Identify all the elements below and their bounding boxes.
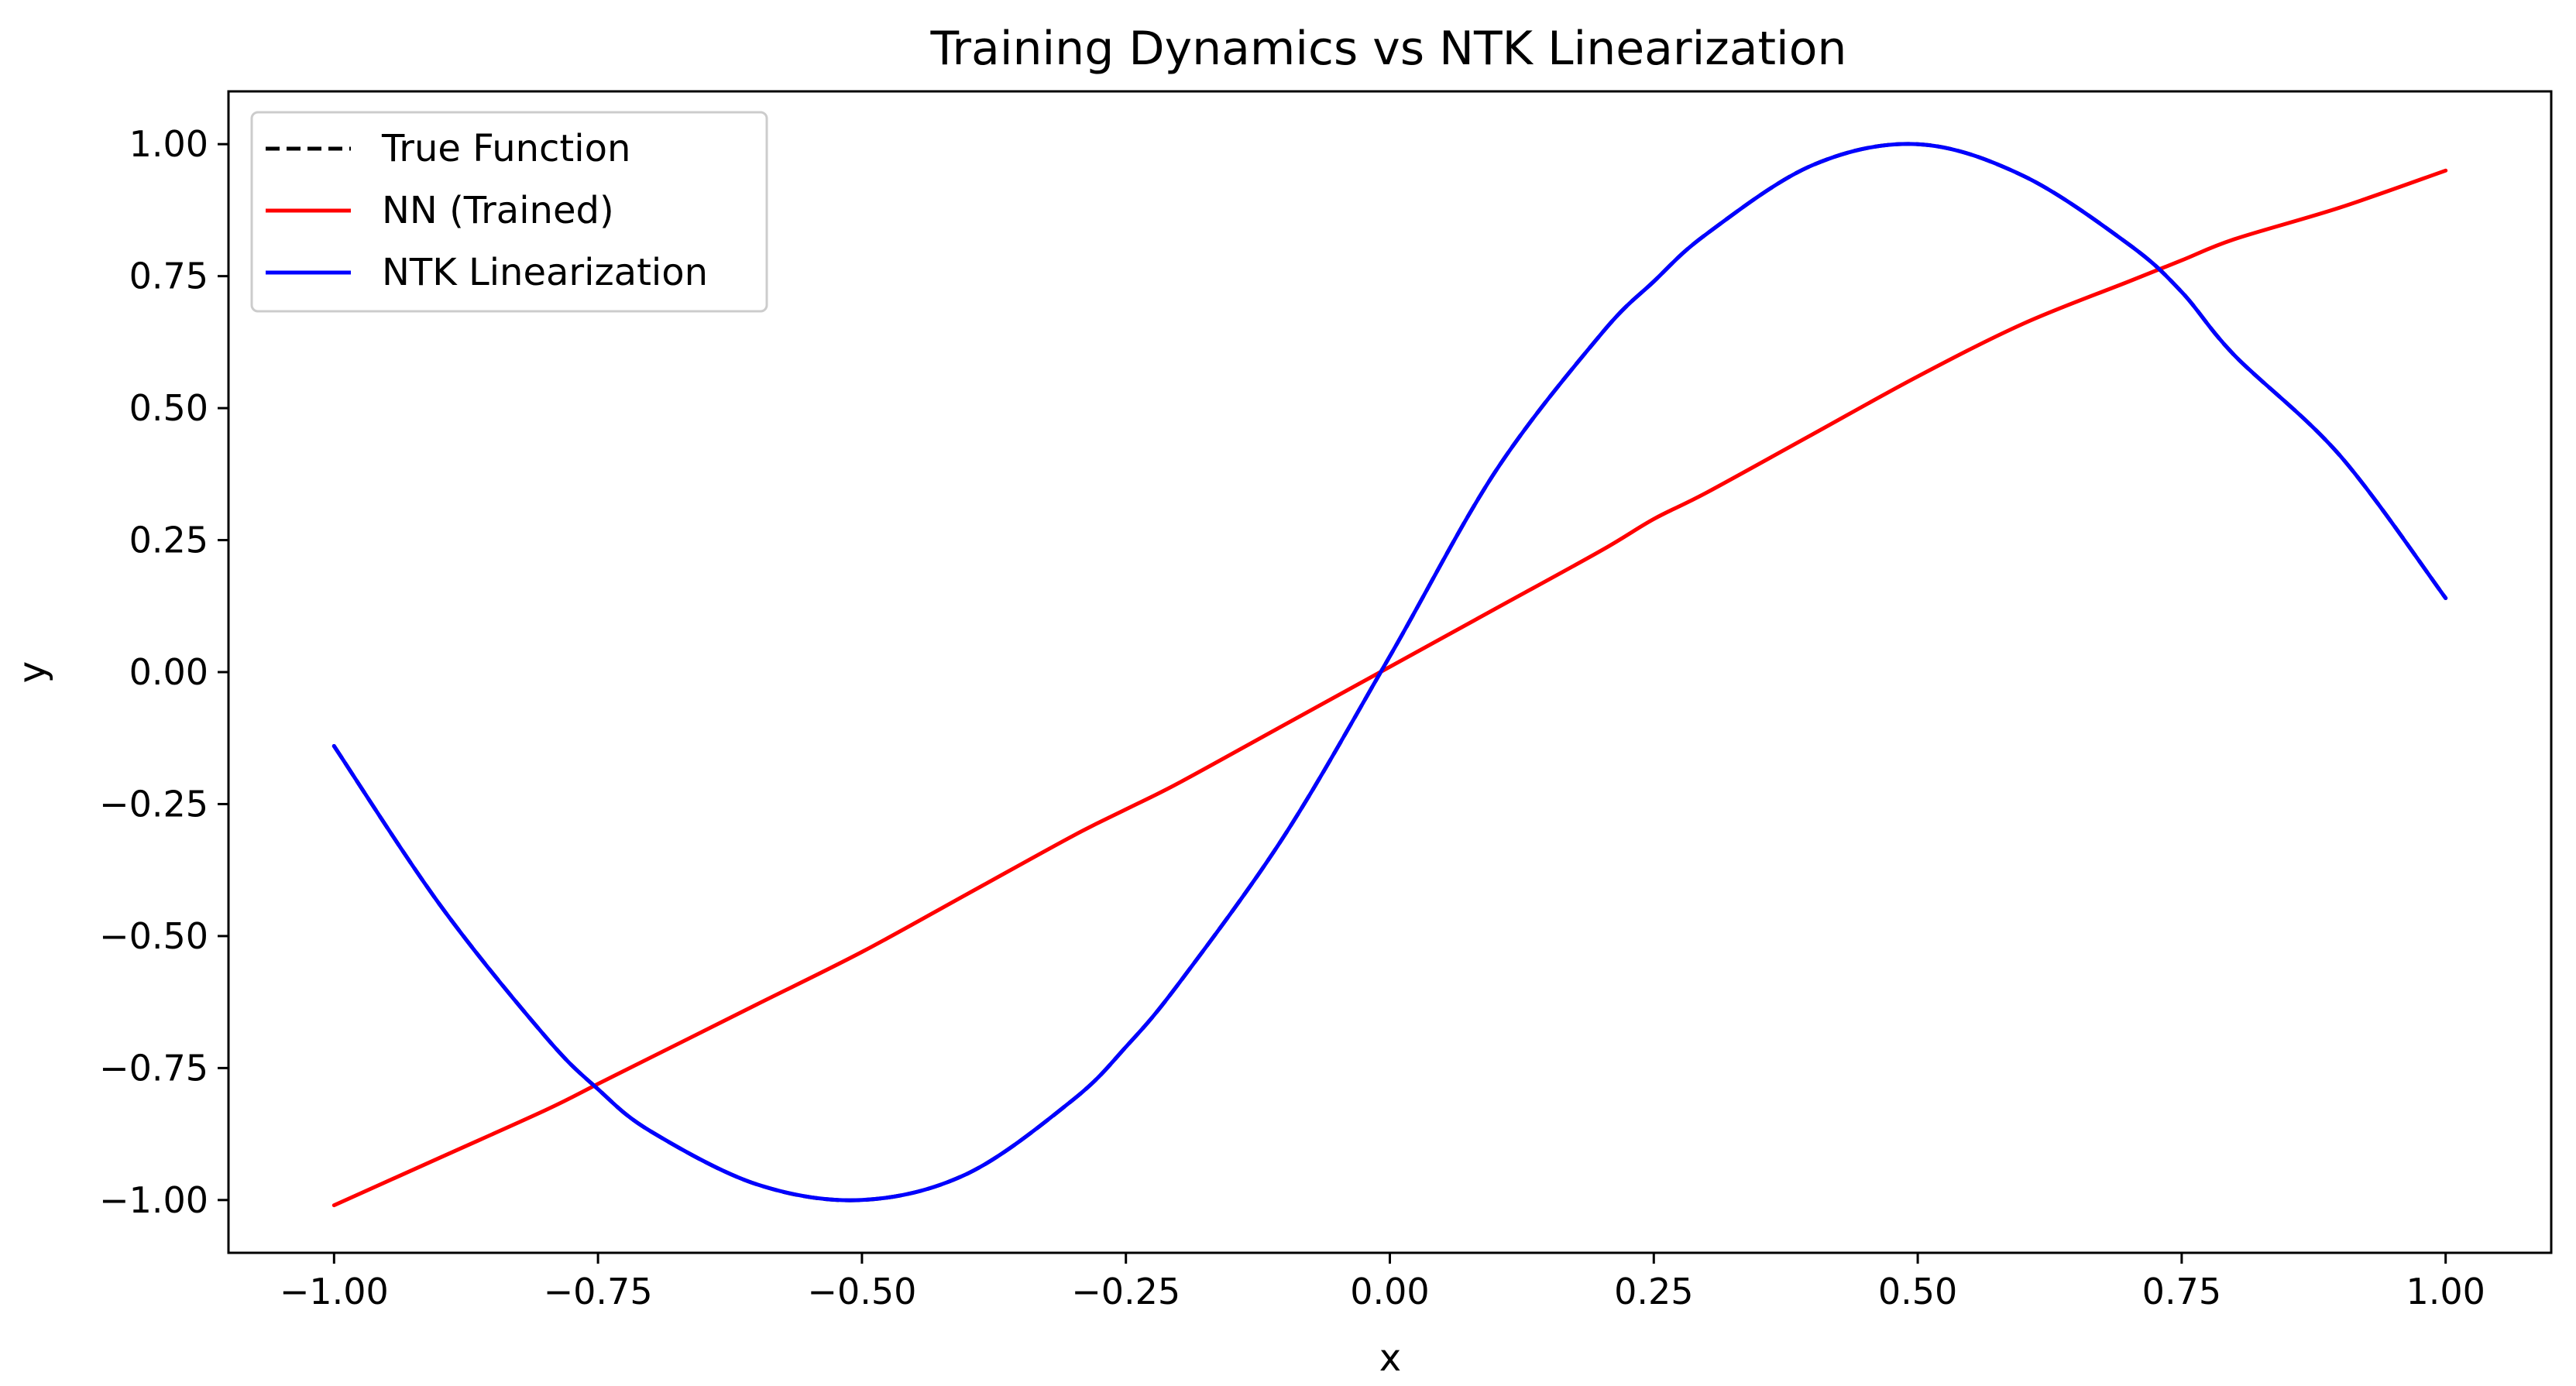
y-tick-label: −0.25 — [99, 783, 208, 825]
x-tick-label: 1.00 — [2406, 1271, 2485, 1312]
x-tick-label: −0.25 — [1071, 1271, 1180, 1312]
y-axis-label: y — [11, 661, 54, 683]
y-tick-label: −0.50 — [99, 915, 208, 957]
y-tick-label: −1.00 — [99, 1179, 208, 1221]
x-tick-label: −1.00 — [280, 1271, 389, 1312]
chart-title: Training Dynamics vs NTK Linearization — [930, 22, 1847, 76]
y-tick-label: −0.75 — [99, 1047, 208, 1089]
legend: True Function NN (Trained) NTK Lineariza… — [250, 111, 768, 313]
x-tick-label: 0.25 — [1614, 1271, 1693, 1312]
y-axis: 1.00 0.75 0.50 0.25 0.00 −0.25 −0.50 −0.75 −1.00 — [99, 123, 228, 1221]
legend-label-ntk-linearization: NTK Linearization — [382, 251, 708, 294]
series-line-ntk-linearization — [331, 142, 2448, 1202]
legend-box — [250, 111, 768, 313]
series-line-nn-trained — [331, 168, 2448, 1208]
x-axis-label: x — [1379, 1336, 1401, 1380]
y-tick-label: 0.25 — [129, 520, 208, 561]
legend-label-nn-trained: NN (Trained) — [382, 189, 614, 232]
y-tick-label: 0.00 — [129, 651, 208, 693]
x-tick-label: 0.50 — [1878, 1271, 1957, 1312]
x-tick-label: 0.00 — [1350, 1271, 1429, 1312]
x-tick-label: −0.75 — [544, 1271, 653, 1312]
x-tick-label: −0.50 — [807, 1271, 916, 1312]
x-axis: −1.00 −0.75 −0.50 −0.25 0.00 0.25 0.50 0.75 1.00 — [280, 1253, 2485, 1312]
x-tick-label: 0.75 — [2142, 1271, 2221, 1312]
y-tick-label: 0.50 — [129, 387, 208, 429]
series-group — [331, 142, 2448, 1208]
y-tick-label: 1.00 — [129, 123, 208, 165]
y-tick-label: 0.75 — [129, 256, 208, 297]
legend-label-true-function: True Function — [381, 127, 630, 170]
